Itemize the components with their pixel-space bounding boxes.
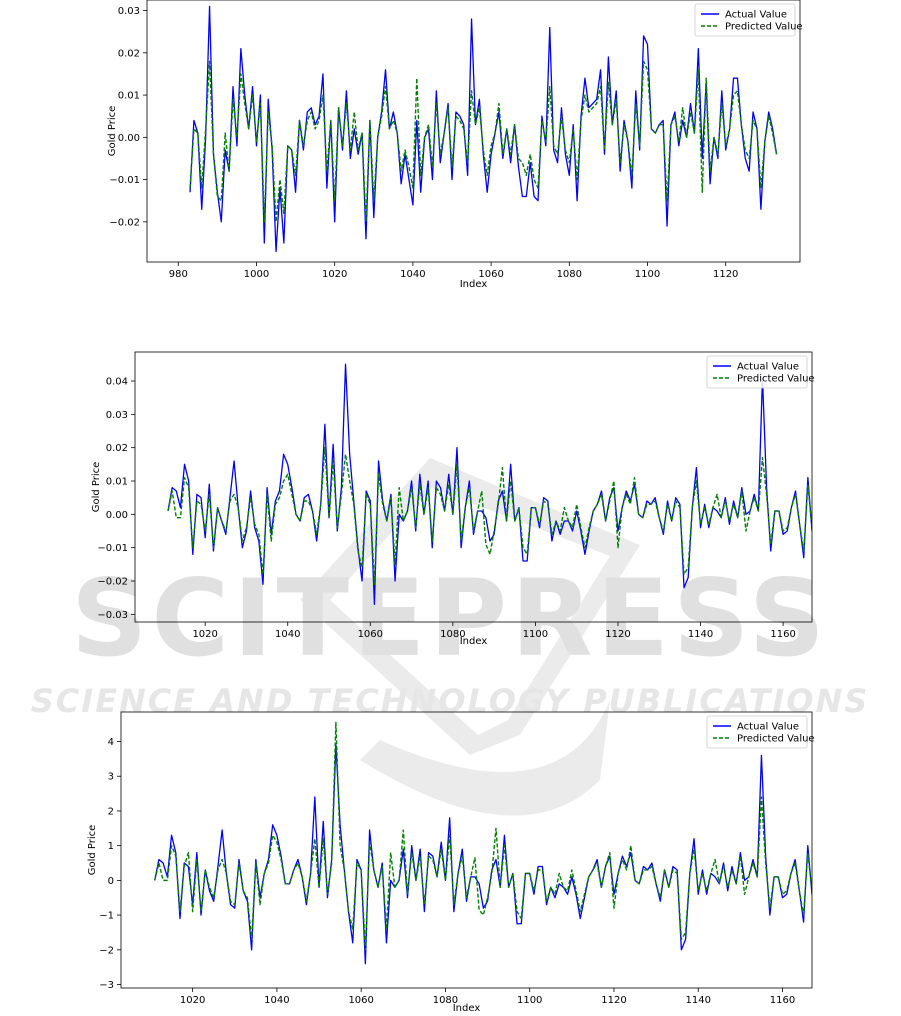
y-tick-label: 0.03 bbox=[118, 6, 140, 17]
x-tick-label: 1160 bbox=[770, 995, 795, 1006]
y-tick-label: 2 bbox=[108, 806, 114, 817]
axes-frame bbox=[134, 351, 813, 623]
charts: 980 1000 1020 1040 1060 1080 1100 1120 −0.02 −0.0… bbox=[87, 0, 815, 1014]
x-tick-label: 1100 bbox=[635, 269, 660, 280]
y-tick-label: 1 bbox=[108, 841, 114, 852]
x-tick-label: 1080 bbox=[433, 995, 458, 1006]
y-tick-label: 0.04 bbox=[106, 377, 128, 388]
y-tick-label: 0.03 bbox=[106, 410, 128, 421]
y-tick-label: 0.02 bbox=[106, 443, 128, 454]
x-axis-label: Index bbox=[460, 636, 488, 647]
watermark-sub-text: SCIENCE AND TECHNOLOGY PUBLICATIONS bbox=[31, 682, 870, 720]
axes-frame bbox=[146, 0, 801, 263]
legend-label-predicted: Predicted Value bbox=[737, 374, 815, 385]
x-tick-label: 1000 bbox=[244, 269, 269, 280]
x-tick-label: 1140 bbox=[686, 995, 711, 1006]
series-line-predicted bbox=[154, 721, 812, 951]
chart-3: 1020 1040 1060 1080 1100 1120 1140 1160 −3 −2 −1 0 1… bbox=[87, 711, 815, 1014]
x-tick-label: 1060 bbox=[478, 269, 503, 280]
chart-2: 1020 1040 1060 1080 1100 1120 1140 1160 −0.03 −0.… bbox=[91, 351, 815, 647]
y-tick-label: −0.01 bbox=[109, 175, 140, 186]
y-tick-label: 0.01 bbox=[106, 477, 128, 488]
y-tick-label: 4 bbox=[108, 737, 114, 748]
y-tick-label: −2 bbox=[99, 945, 114, 956]
plot-area bbox=[189, 5, 778, 253]
y-tick-label: −1 bbox=[99, 911, 114, 922]
y-tick-label: 0.00 bbox=[106, 510, 128, 521]
x-tick-label: 1120 bbox=[605, 629, 630, 640]
x-tick-label: 1140 bbox=[688, 629, 713, 640]
legend-label-actual: Actual Value bbox=[737, 362, 799, 373]
x-axis-label: Index bbox=[460, 279, 488, 290]
axes-frame bbox=[120, 711, 813, 989]
y-tick-label: 0 bbox=[108, 876, 114, 887]
watermark-swoosh-arc bbox=[360, 700, 610, 816]
x-tick-label: 1080 bbox=[557, 269, 582, 280]
y-tick-label: 0.01 bbox=[118, 91, 140, 102]
x-tick-label: 1160 bbox=[770, 629, 795, 640]
y-axis-label: Gold Price bbox=[87, 825, 98, 876]
legend-label-predicted: Predicted Value bbox=[737, 734, 815, 745]
legend-box bbox=[706, 355, 808, 389]
legend-label-actual: Actual Value bbox=[725, 10, 787, 21]
y-axis-label: Gold Price bbox=[91, 462, 102, 513]
x-tick-label: 1120 bbox=[713, 269, 738, 280]
y-tick-label: −0.03 bbox=[97, 610, 128, 621]
series-line-predicted bbox=[189, 60, 778, 223]
x-tick-label: 1020 bbox=[192, 629, 217, 640]
x-tick-label: 1100 bbox=[523, 629, 548, 640]
x-tick-label: 1020 bbox=[322, 269, 347, 280]
legend-label-predicted: Predicted Value bbox=[725, 22, 803, 33]
legend-box bbox=[694, 3, 796, 37]
y-tick-label: −0.02 bbox=[97, 577, 128, 588]
series-line-predicted bbox=[167, 446, 812, 586]
y-tick-label: −3 bbox=[99, 980, 114, 991]
x-tick-label: 1040 bbox=[275, 629, 300, 640]
legend-box bbox=[706, 715, 808, 749]
watermark-main-text: SCITEPRESS bbox=[71, 557, 829, 680]
x-tick-label: 1080 bbox=[440, 629, 465, 640]
x-tick-label: 980 bbox=[169, 269, 188, 280]
y-tick-label: 3 bbox=[108, 772, 114, 783]
x-tick-label: 1100 bbox=[517, 995, 542, 1006]
x-tick-label: 1060 bbox=[358, 629, 383, 640]
y-tick-label: −0.02 bbox=[109, 217, 140, 228]
x-tick-label: 1060 bbox=[348, 995, 373, 1006]
chart-1: 980 1000 1020 1040 1060 1080 1100 1120 −0.02 −0.0… bbox=[107, 0, 803, 290]
x-tick-label: 1040 bbox=[264, 995, 289, 1006]
legend-label-actual: Actual Value bbox=[737, 722, 799, 733]
watermark-swoosh-graphic bbox=[300, 458, 640, 755]
x-tick-label: 1040 bbox=[400, 269, 425, 280]
x-tick-label: 1120 bbox=[601, 995, 626, 1006]
plot-area bbox=[154, 721, 812, 965]
x-tick-label: 1020 bbox=[180, 995, 205, 1006]
y-axis-label: Gold Price bbox=[107, 106, 118, 157]
y-tick-label: −0.01 bbox=[97, 543, 128, 554]
watermark: SCITEPRESS SCIENCE AND TECHNOLOGY PUBLIC… bbox=[31, 458, 870, 816]
y-tick-label: 0.02 bbox=[118, 48, 140, 59]
y-tick-label: 0.00 bbox=[118, 133, 140, 144]
x-axis-label: Index bbox=[453, 1003, 481, 1014]
plot-area bbox=[167, 363, 812, 605]
